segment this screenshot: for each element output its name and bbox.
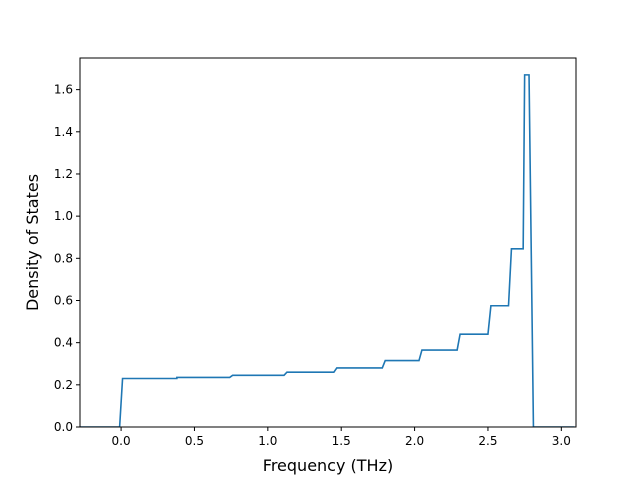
y-tick-label: 1.0 [54,209,73,223]
x-axis-ticks: 0.0 0.5 1.0 1.5 2.0 2.5 3.0 [112,427,571,448]
x-tick-label: 0.0 [112,434,131,448]
y-tick-label: 0.2 [54,378,73,392]
x-tick-label: 2.5 [478,434,497,448]
y-tick-label: 0.0 [54,420,73,434]
y-tick-label: 1.6 [54,83,73,97]
y-axis-ticks: 0.0 0.2 0.4 0.6 0.8 1.0 1.2 1.4 1.6 [54,83,80,434]
y-axis-title: Density of States [23,174,42,311]
y-tick-label: 0.8 [54,251,73,265]
y-tick-label: 0.4 [54,336,73,350]
x-axis-title: Frequency (THz) [263,456,393,475]
x-tick-label: 1.5 [332,434,351,448]
plot-content [80,74,575,427]
dos-series-line-0 [80,74,575,427]
x-tick-label: 3.0 [552,434,571,448]
x-tick-label: 2.0 [405,434,424,448]
x-tick-label: 0.5 [185,434,204,448]
y-tick-label: 1.4 [54,125,73,139]
axes-frame [79,57,577,428]
y-tick-label: 1.2 [54,167,73,181]
y-tick-label: 0.6 [54,293,73,307]
x-tick-label: 1.0 [258,434,277,448]
